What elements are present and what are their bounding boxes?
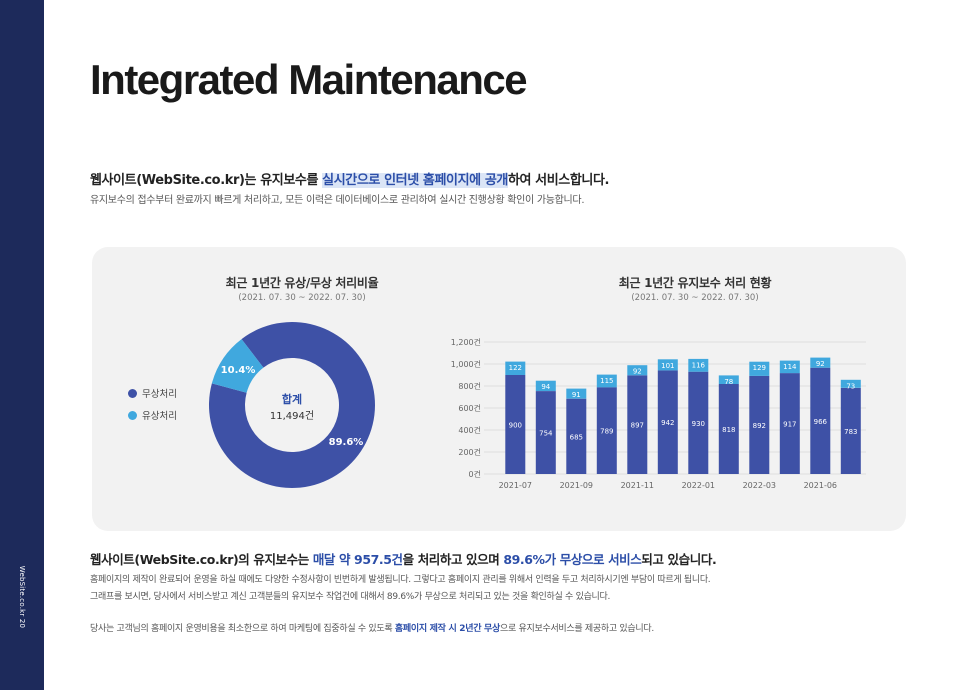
bar-segment-paid xyxy=(749,361,770,376)
legend-dot-free xyxy=(128,388,137,398)
bar-segment-free xyxy=(505,375,526,474)
legend-dot-paid xyxy=(128,410,137,420)
bar-segment-free xyxy=(810,367,831,474)
bar-segment-paid xyxy=(810,357,831,368)
bar-segment-free xyxy=(596,387,617,474)
bar-data-label: 783 xyxy=(844,428,857,436)
x-tick-label: 2021-09 xyxy=(560,481,593,490)
bar-segment-paid xyxy=(718,375,739,384)
summary-lead-accent-free: 89.6%가 무상으로 서비스 xyxy=(503,552,642,567)
intro-lead-suffix: 하여 서비스합니다. xyxy=(507,173,610,188)
bar-data-label: 942 xyxy=(661,419,674,427)
bar-data-label: 115 xyxy=(600,377,613,385)
intro-lead-highlight: 실시간으로 인터넷 홈페이지에 공개 xyxy=(322,173,508,188)
bar-segment-free xyxy=(840,387,861,474)
bar-data-label: 101 xyxy=(661,362,674,370)
x-tick-label: 2021-06 xyxy=(804,481,837,490)
bar-data-label: 966 xyxy=(814,418,828,426)
bar-segment-paid xyxy=(505,361,526,375)
bar-data-label: 789 xyxy=(600,428,613,436)
bar-data-label: 114 xyxy=(783,363,797,371)
bar-data-label: 122 xyxy=(509,364,522,372)
bar-segment-paid xyxy=(535,380,556,391)
y-tick-label: 400건 xyxy=(458,425,481,435)
bar-segment-free xyxy=(749,375,770,474)
bar-segment-free xyxy=(779,373,800,474)
bar-segment-paid xyxy=(779,360,800,374)
summary-lead: 웹사이트(WebSite.co.kr)의 유지보수는 매달 약 957.5건을 … xyxy=(90,549,717,568)
donut-center-label: 합계 xyxy=(282,392,302,406)
intro-sub: 유지보수의 접수부터 완료까지 빠르게 처리하고, 모든 이력은 데이터베이스로… xyxy=(90,195,585,206)
bar-chart: 0건 200건 400건 600건 800건 1,000건 1,200건 900 122 2021… xyxy=(451,337,866,490)
donut-slice-label-1: 10.4% xyxy=(221,365,256,376)
bar-data-label: 91 xyxy=(572,391,581,399)
bar-data-label: 818 xyxy=(722,426,735,434)
bar-data-label: 92 xyxy=(816,360,825,368)
y-tick-label: 200건 xyxy=(458,447,481,457)
bar-data-label: 754 xyxy=(539,430,553,438)
y-tick-label: 1,200건 xyxy=(451,337,481,347)
donut-slice-1 xyxy=(211,339,264,393)
donut-center-value: 11,494건 xyxy=(270,410,314,422)
donut-slice-0 xyxy=(208,322,375,489)
bar-segment-free xyxy=(657,370,678,474)
y-tick-label: 0건 xyxy=(469,469,481,479)
bar-data-label: 78 xyxy=(724,378,733,386)
summary-line-3-prefix: 당사는 고객님의 홈페이지 운영비용을 최소한으로 하여 마케팅에 집중하실 수… xyxy=(90,624,395,634)
bar-segment-free xyxy=(566,398,587,474)
legend-item-paid: 유상처리 xyxy=(128,408,177,422)
bar-data-label: 900 xyxy=(509,422,522,430)
summary-lead-mid: 을 처리하고 있으며 xyxy=(402,552,504,567)
x-tick-label: 2022-01 xyxy=(682,481,715,490)
bar-data-label: 129 xyxy=(753,364,766,372)
bar-data-label: 73 xyxy=(846,382,855,390)
bar-data-label: 116 xyxy=(692,361,706,369)
bar-data-label: 685 xyxy=(570,433,583,441)
legend-label-free: 무상처리 xyxy=(142,389,177,400)
legend-label-paid: 유상처리 xyxy=(142,411,177,422)
bar-segment-paid xyxy=(657,359,678,371)
summary-line-3: 당사는 고객님의 홈페이지 운영비용을 최소한으로 하여 마케팅에 집중하실 수… xyxy=(90,621,654,634)
y-tick-label: 1,000건 xyxy=(451,359,481,369)
y-tick-label: 800건 xyxy=(458,381,481,391)
bar-data-label: 892 xyxy=(753,422,766,430)
bar-segment-free xyxy=(535,391,556,474)
bar-segment-paid xyxy=(627,365,648,376)
bar-segment-paid xyxy=(596,374,617,388)
summary-line-1: 홈페이지의 제작이 완료되어 운영을 하실 때에도 다양한 수정사항이 빈번하게… xyxy=(90,575,711,585)
donut-chart-period: (2021. 07. 30 ~ 2022. 07. 30) xyxy=(238,293,366,303)
bar-segment-free xyxy=(688,371,709,474)
bar-segment-free xyxy=(627,375,648,474)
bar-segment-paid xyxy=(840,379,861,388)
bar-segment-paid xyxy=(688,358,709,372)
bar-segment-free xyxy=(718,384,739,474)
bar-data-label: 92 xyxy=(633,368,642,376)
bar-data-label: 930 xyxy=(692,420,705,428)
bar-segment-paid xyxy=(566,388,587,399)
x-tick-label: 2022-03 xyxy=(743,481,776,490)
bar-data-label: 917 xyxy=(783,421,796,429)
donut-slice-label-0: 89.6% xyxy=(329,437,364,448)
bar-chart-period: (2021. 07. 30 ~ 2022. 07. 30) xyxy=(631,293,759,303)
intro-lead-prefix: 웹사이트(WebSite.co.kr)는 유지보수를 xyxy=(90,173,323,188)
legend-item-free: 무상처리 xyxy=(128,386,177,400)
sidebar: WebSite.co.kr 20 xyxy=(0,0,44,690)
summary-lead-suffix: 되고 있습니다. xyxy=(641,552,717,567)
summary-lead-accent-monthly: 매달 약 957.5건 xyxy=(312,552,403,567)
bar-data-label: 94 xyxy=(541,383,550,391)
summary-lead-prefix: 웹사이트(WebSite.co.kr)의 유지보수는 xyxy=(90,552,313,567)
bar-data-label: 897 xyxy=(631,422,644,430)
summary-line-3-bold: 홈페이지 제작 시 2년간 무상 xyxy=(394,624,500,634)
page-number-label: WebSite.co.kr 20 xyxy=(18,565,26,629)
summary-line-2: 그래프를 보시면, 당사에서 서비스받고 계신 고객분들의 유지보수 작업건에 … xyxy=(90,592,611,602)
donut-chart: 89.6% 10.4% 합계 11,494건 xyxy=(208,322,375,489)
donut-chart-title: 최근 1년간 유상/무상 처리비율 xyxy=(225,276,379,290)
bar-chart-title: 최근 1년간 유지보수 처리 현황 xyxy=(618,276,772,290)
x-tick-label: 2021-11 xyxy=(621,481,654,490)
y-tick-label: 600건 xyxy=(458,403,481,413)
x-tick-label: 2021-07 xyxy=(499,481,532,490)
summary-line-3-suffix: 으로 유지보수서비스를 제공하고 있습니다. xyxy=(500,624,654,634)
intro-lead: 웹사이트(WebSite.co.kr)는 유지보수를 실시간으로 인터넷 홈페이… xyxy=(90,169,609,188)
page-title: Integrated Maintenance xyxy=(90,56,528,103)
